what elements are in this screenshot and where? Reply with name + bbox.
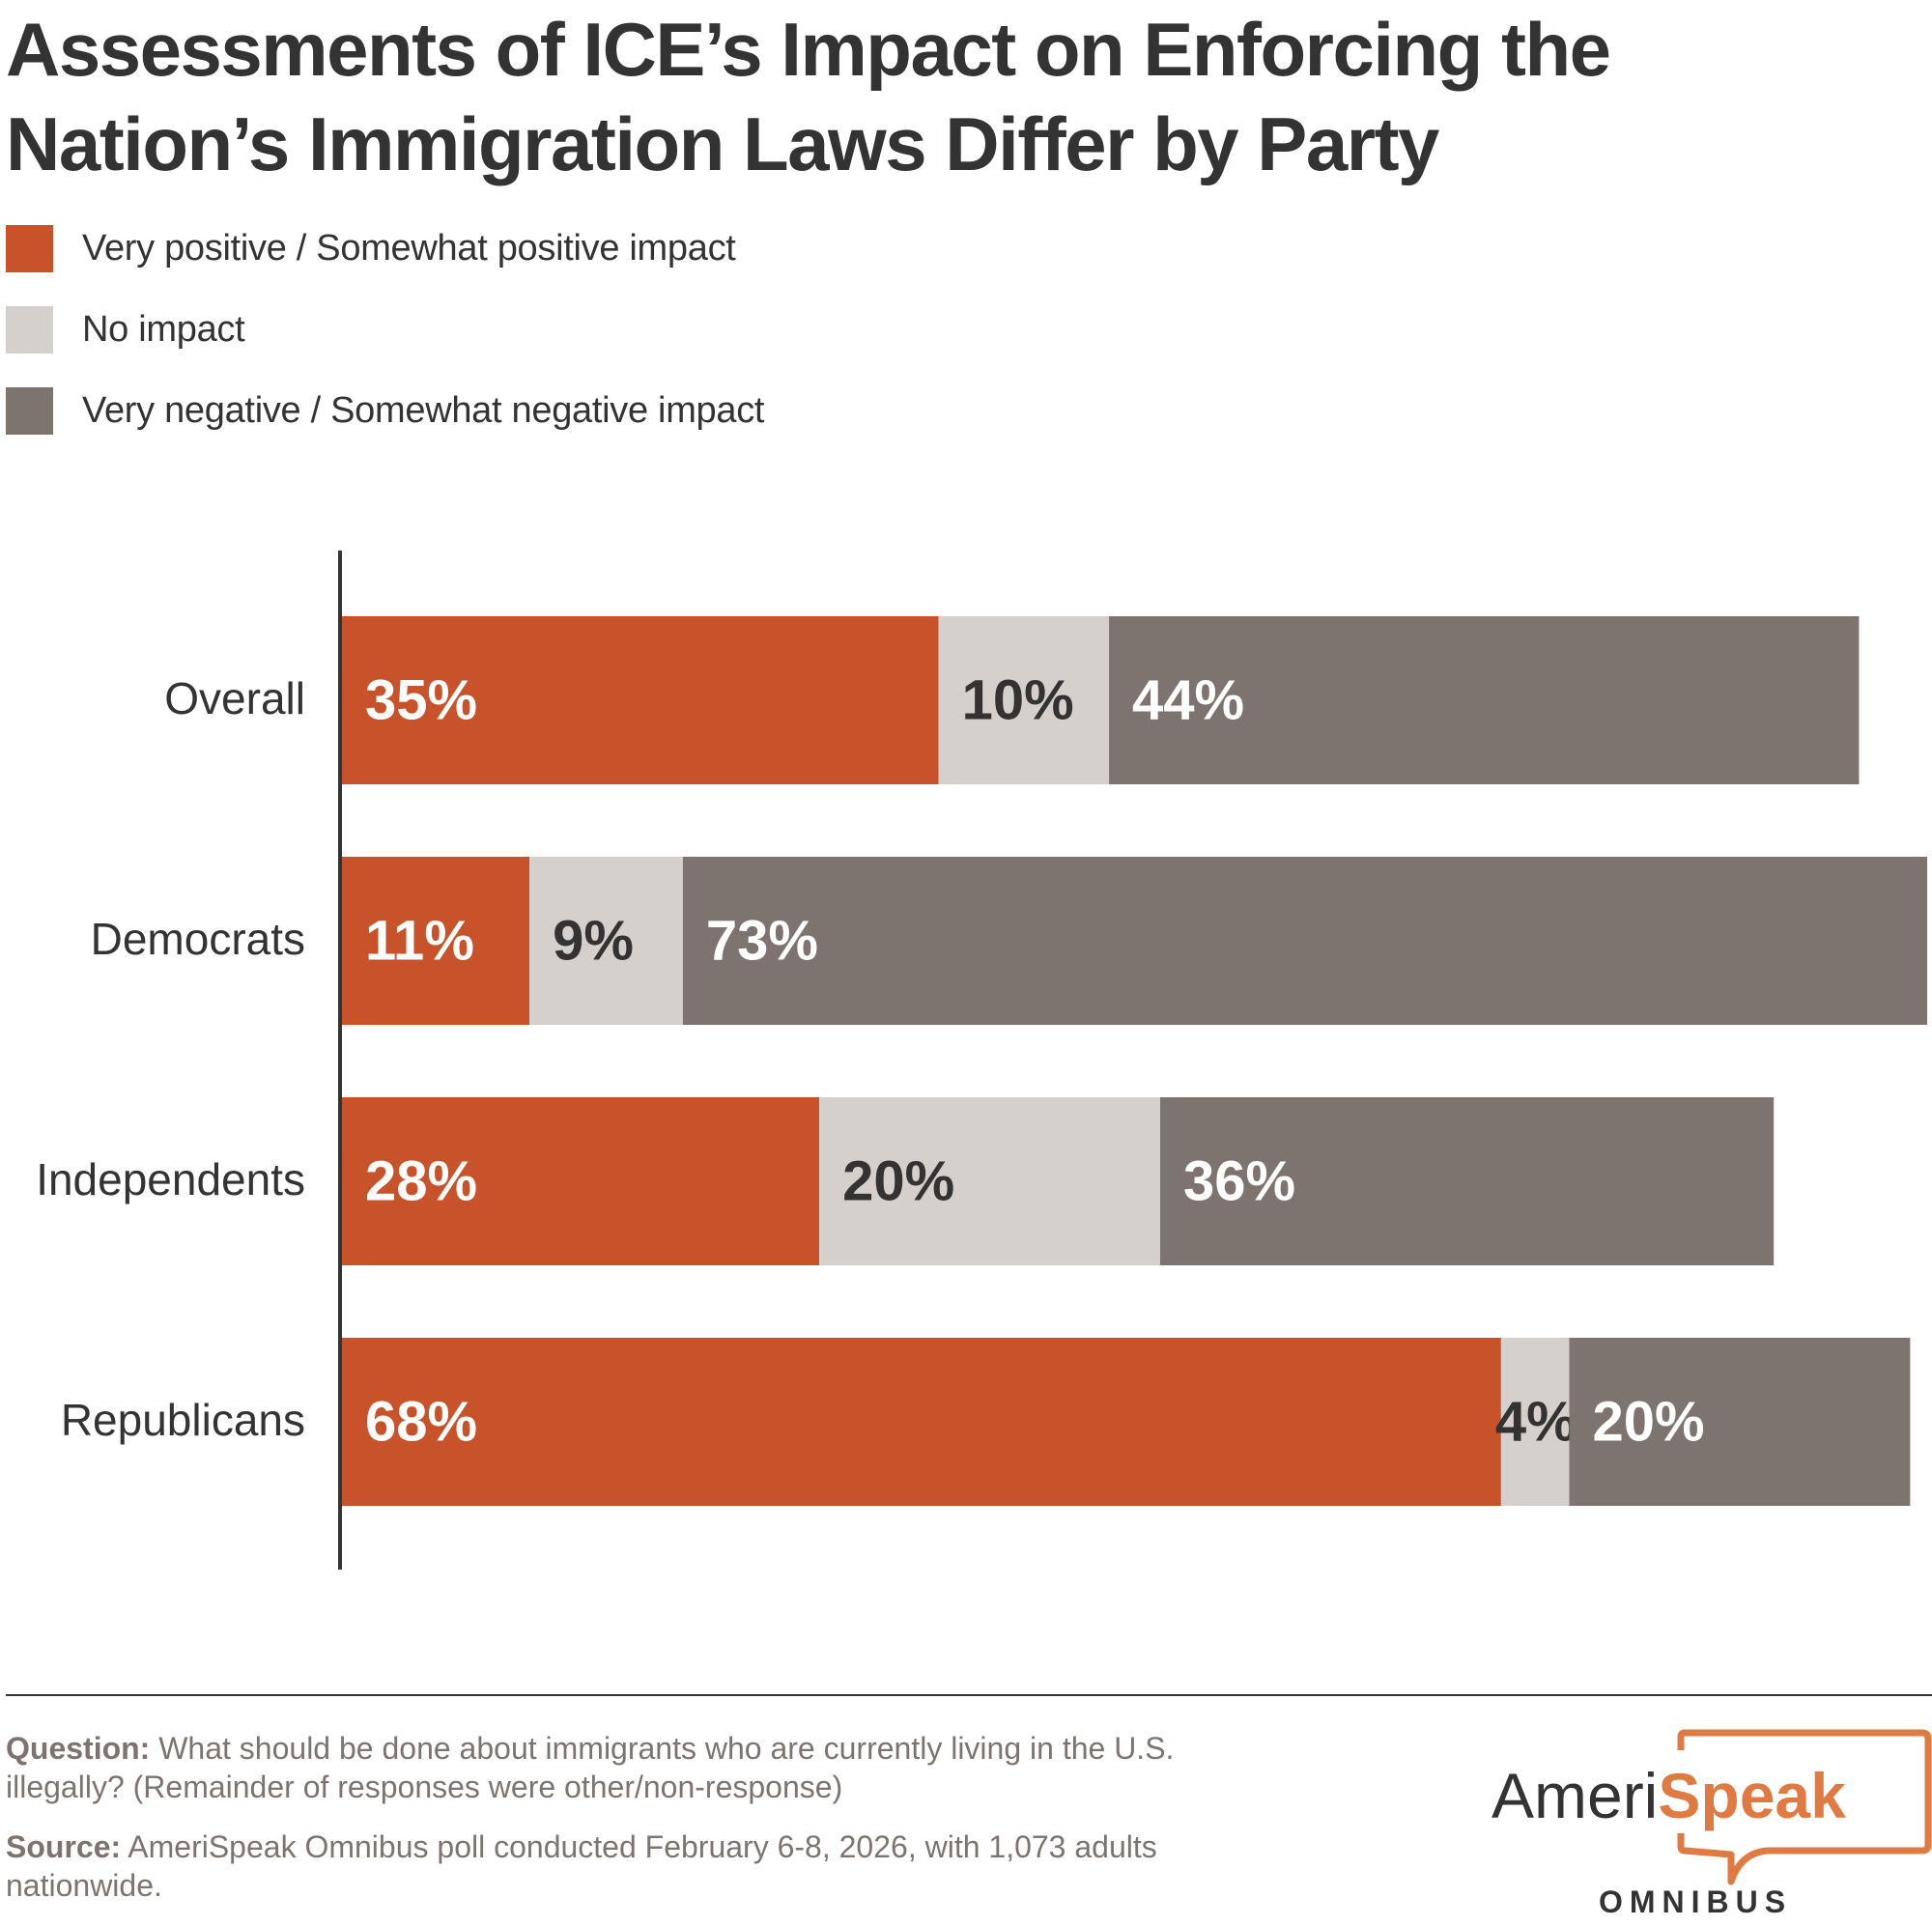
data-label-democrats-none: 9% bbox=[553, 909, 634, 972]
category-label-independents: Independents bbox=[36, 1154, 305, 1204]
data-label-democrats-negative: 73% bbox=[706, 909, 818, 972]
logo-text-ameri: Ameri bbox=[1492, 1760, 1658, 1831]
category-label-republicans: Republicans bbox=[61, 1395, 305, 1445]
speech-bubble-icon bbox=[1677, 1729, 1932, 1885]
legend-label-positive: Very positive / Somewhat positive impact bbox=[82, 227, 736, 269]
category-label-democrats: Democrats bbox=[91, 914, 305, 964]
bar-segment-overall-positive bbox=[342, 616, 939, 784]
data-label-republicans-negative: 20% bbox=[1592, 1390, 1704, 1453]
data-label-independents-none: 20% bbox=[842, 1149, 954, 1212]
bar-segment-democrats-negative bbox=[682, 857, 1927, 1025]
source-label: Source: bbox=[6, 1829, 122, 1864]
bar-segment-independents-positive bbox=[342, 1097, 820, 1265]
amerispeak-omnibus-logo: AmeriSpeak OMNIBUS bbox=[1492, 1729, 1932, 1919]
category-label-overall: Overall bbox=[164, 673, 305, 723]
legend: Very positive / Somewhat positive impact… bbox=[6, 224, 764, 467]
stacked-bar-chart: 35% 10% 44%11% 9% 73%28% 20% 36%68% 4% 20% Overa… bbox=[36, 551, 1927, 1570]
bar-segment-overall-none bbox=[938, 616, 1110, 784]
bar-segment-overall-negative bbox=[1109, 616, 1860, 784]
bar-segment-democrats-positive bbox=[342, 857, 530, 1025]
legend-swatch-positive bbox=[6, 224, 53, 272]
question-text: What should be done about immigrants who… bbox=[6, 1731, 1175, 1804]
legend-label-no-impact: No impact bbox=[82, 308, 245, 350]
data-label-independents-negative: 36% bbox=[1183, 1149, 1295, 1212]
bar-segment-independents-none bbox=[819, 1097, 1160, 1265]
bar-segment-republicans-positive bbox=[342, 1338, 1501, 1506]
legend-swatch-negative bbox=[6, 386, 53, 435]
source-note: Source: AmeriSpeak Omnibus poll conducte… bbox=[6, 1827, 1300, 1905]
bars-group: 35% 10% 44%11% 9% 73%28% 20% 36%68% 4% 20% bbox=[342, 616, 1927, 1506]
bar-segment-republicans-negative bbox=[1569, 1338, 1911, 1506]
legend-item-no-impact: No impact bbox=[6, 305, 764, 354]
category-labels: Overall Democrats Independents Republicans bbox=[36, 673, 305, 1445]
source-text: AmeriSpeak Omnibus poll conducted Februa… bbox=[6, 1829, 1157, 1903]
logo-text-speak: Speak bbox=[1658, 1760, 1846, 1831]
bar-segment-independents-negative bbox=[1159, 1097, 1775, 1265]
data-label-overall-none: 10% bbox=[962, 668, 1074, 731]
bar-segment-republicans-none bbox=[1500, 1338, 1570, 1506]
logo-text: AmeriSpeak bbox=[1492, 1760, 1846, 1831]
legend-label-negative: Very negative / Somewhat negative impact bbox=[82, 389, 765, 431]
legend-item-negative: Very negative / Somewhat negative impact bbox=[6, 386, 764, 435]
question-note: Question: What should be done about immi… bbox=[6, 1729, 1300, 1806]
footer-divider bbox=[6, 1694, 1932, 1696]
logo-subtext-omnibus: OMNIBUS bbox=[1599, 1884, 1792, 1919]
legend-swatch-no-impact bbox=[6, 305, 53, 354]
data-label-republicans-none: 4% bbox=[1495, 1390, 1577, 1453]
chart-title: Assessments of ICE’s Impact on Enforcing… bbox=[6, 7, 1611, 186]
chart-notes: Question: What should be done about immi… bbox=[6, 1729, 1300, 1926]
data-label-overall-positive: 35% bbox=[365, 668, 477, 731]
data-label-democrats-positive: 11% bbox=[365, 909, 474, 972]
legend-item-positive: Very positive / Somewhat positive impact bbox=[6, 224, 764, 272]
bar-segment-democrats-none bbox=[529, 857, 683, 1025]
data-label-republicans-positive: 68% bbox=[365, 1390, 477, 1453]
question-label: Question: bbox=[6, 1731, 151, 1766]
data-label-independents-positive: 28% bbox=[365, 1149, 477, 1212]
data-label-overall-negative: 44% bbox=[1132, 668, 1244, 731]
